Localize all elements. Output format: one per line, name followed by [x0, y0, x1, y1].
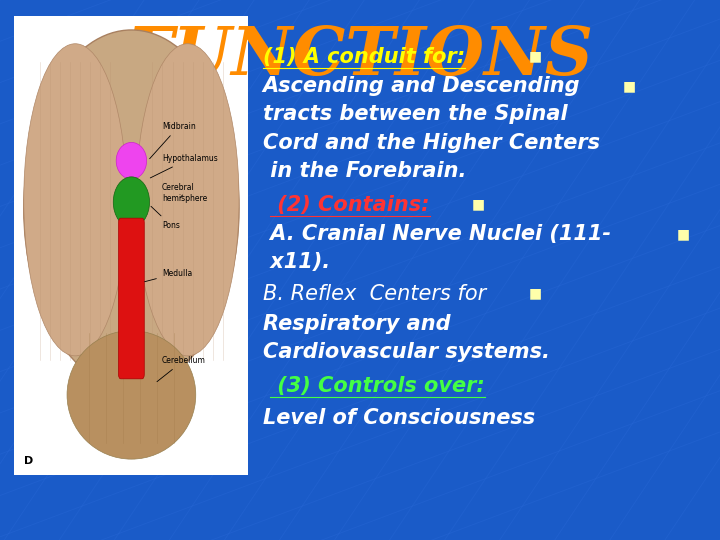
Text: Midbrain: Midbrain [150, 122, 196, 159]
Text: tracts between the Spinal: tracts between the Spinal [263, 104, 567, 125]
Text: Ascending and Descending: Ascending and Descending [263, 76, 580, 97]
Text: in the Forebrain.: in the Forebrain. [263, 160, 466, 181]
Text: ■: ■ [472, 198, 485, 212]
Text: ■: ■ [529, 287, 542, 301]
Text: ■: ■ [677, 227, 690, 241]
Text: FUNCTIONS: FUNCTIONS [127, 24, 593, 89]
Ellipse shape [67, 330, 196, 459]
Ellipse shape [24, 44, 127, 356]
Ellipse shape [136, 44, 239, 356]
Text: (1) A conduit for:: (1) A conduit for: [263, 46, 465, 67]
Text: x11).: x11). [263, 252, 330, 273]
Ellipse shape [24, 30, 239, 388]
Text: Medulla: Medulla [145, 269, 192, 282]
Text: Cerebral
hemisphere: Cerebral hemisphere [162, 183, 207, 202]
Text: Cerebellum: Cerebellum [157, 356, 206, 382]
Text: Cardiovascular systems.: Cardiovascular systems. [263, 342, 549, 362]
Text: Pons: Pons [151, 206, 180, 230]
Ellipse shape [113, 177, 150, 227]
Text: D: D [24, 456, 33, 465]
Ellipse shape [116, 143, 147, 179]
Text: Level of Consciousness: Level of Consciousness [263, 408, 535, 429]
Text: (3) Controls over:: (3) Controls over: [270, 376, 485, 396]
Text: ■: ■ [529, 49, 542, 63]
Text: Hypothalamus: Hypothalamus [150, 154, 217, 178]
Text: (2) Contains:: (2) Contains: [270, 195, 430, 215]
Text: ■: ■ [623, 79, 636, 93]
Text: B. Reflex  Centers for: B. Reflex Centers for [263, 284, 486, 305]
Bar [14, 16, 248, 475]
Text: Respiratory and: Respiratory and [263, 314, 451, 334]
FancyBboxPatch shape [119, 218, 144, 379]
Text: Cord and the Higher Centers: Cord and the Higher Centers [263, 132, 600, 153]
Text: A. Cranial Nerve Nuclei (111-: A. Cranial Nerve Nuclei (111- [263, 224, 611, 245]
